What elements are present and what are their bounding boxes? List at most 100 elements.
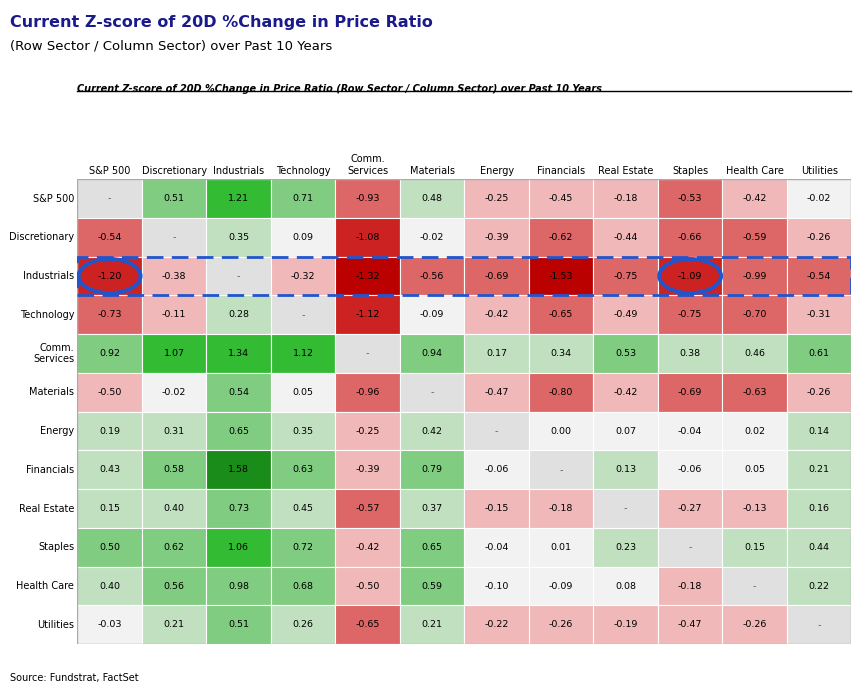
Text: -0.54: -0.54: [97, 233, 122, 242]
Text: -0.66: -0.66: [678, 233, 703, 242]
Text: -1.09: -1.09: [678, 271, 703, 280]
Bar: [529, 296, 593, 334]
Bar: [722, 489, 787, 528]
Text: -0.63: -0.63: [742, 388, 767, 397]
Text: 0.05: 0.05: [292, 388, 314, 397]
Bar: [593, 489, 658, 528]
Bar: [658, 489, 722, 528]
Text: Utilities: Utilities: [801, 166, 838, 176]
Text: -0.45: -0.45: [549, 194, 574, 203]
Bar: [271, 296, 335, 334]
Text: -0.15: -0.15: [484, 504, 509, 513]
Bar: [722, 606, 787, 644]
Text: 0.37: 0.37: [421, 504, 443, 513]
Text: 0.05: 0.05: [744, 465, 765, 474]
Text: 0.46: 0.46: [744, 349, 765, 358]
Bar: [77, 218, 142, 257]
Bar: [529, 218, 593, 257]
Bar: [400, 373, 464, 412]
Bar: [658, 179, 722, 218]
Text: 0.14: 0.14: [808, 426, 830, 435]
Text: -0.49: -0.49: [613, 310, 638, 319]
Text: -0.06: -0.06: [484, 465, 509, 474]
Text: -0.42: -0.42: [613, 388, 638, 397]
Bar: [658, 606, 722, 644]
Text: 0.19: 0.19: [99, 426, 120, 435]
Text: 0.50: 0.50: [99, 543, 120, 552]
Bar: [206, 489, 271, 528]
Bar: [77, 566, 142, 606]
Text: 0.26: 0.26: [292, 620, 314, 629]
Text: -0.39: -0.39: [355, 465, 380, 474]
Text: S&P 500: S&P 500: [89, 166, 131, 176]
Text: 0.79: 0.79: [421, 465, 443, 474]
Text: -0.42: -0.42: [355, 543, 380, 552]
Bar: [593, 179, 658, 218]
Bar: [464, 412, 529, 451]
Bar: [206, 566, 271, 606]
Bar: [142, 179, 206, 218]
Text: -0.26: -0.26: [742, 620, 767, 629]
Bar: [593, 606, 658, 644]
Text: -0.18: -0.18: [678, 582, 703, 590]
Bar: [271, 412, 335, 451]
Text: 0.17: 0.17: [486, 349, 507, 358]
Bar: [787, 566, 851, 606]
Bar: [400, 296, 464, 334]
Text: 0.51: 0.51: [163, 194, 185, 203]
Bar: [335, 296, 400, 334]
Bar: [593, 257, 658, 296]
Text: -0.73: -0.73: [97, 310, 122, 319]
Text: 1.21: 1.21: [228, 194, 249, 203]
Text: Real Estate: Real Estate: [598, 166, 654, 176]
Bar: [593, 528, 658, 566]
Bar: [335, 179, 400, 218]
Text: -: -: [108, 194, 112, 203]
Bar: [464, 528, 529, 566]
Bar: [77, 257, 142, 296]
Text: -0.03: -0.03: [97, 620, 122, 629]
Text: -1.20: -1.20: [97, 271, 122, 280]
Text: -0.25: -0.25: [484, 194, 509, 203]
Bar: [787, 373, 851, 412]
Bar: [142, 296, 206, 334]
Bar: [400, 412, 464, 451]
Bar: [593, 451, 658, 489]
Text: 0.65: 0.65: [421, 543, 443, 552]
Bar: [658, 334, 722, 373]
Bar: [787, 606, 851, 644]
Bar: [529, 257, 593, 296]
Text: -0.25: -0.25: [355, 426, 380, 435]
Bar: [77, 528, 142, 566]
Text: -0.02: -0.02: [807, 194, 832, 203]
Bar: [722, 412, 787, 451]
Bar: [206, 218, 271, 257]
Text: -: -: [430, 387, 434, 398]
Text: S&P 500: S&P 500: [33, 194, 74, 203]
Bar: [787, 179, 851, 218]
Text: -0.75: -0.75: [678, 310, 703, 319]
Bar: [271, 566, 335, 606]
Bar: [77, 373, 142, 412]
Bar: [206, 296, 271, 334]
Bar: [464, 606, 529, 644]
Text: -0.59: -0.59: [742, 233, 767, 242]
Text: 0.38: 0.38: [679, 349, 701, 358]
Text: -0.50: -0.50: [355, 582, 380, 590]
Bar: [400, 451, 464, 489]
Text: Technology: Technology: [276, 166, 330, 176]
Bar: [722, 179, 787, 218]
Text: Discretionary: Discretionary: [142, 166, 206, 176]
Bar: [142, 412, 206, 451]
Bar: [464, 257, 529, 296]
Bar: [529, 373, 593, 412]
Bar: [142, 334, 206, 373]
Text: Source: Fundstrat, FactSet: Source: Fundstrat, FactSet: [10, 673, 139, 683]
Bar: [529, 451, 593, 489]
Bar: [206, 451, 271, 489]
Bar: [593, 373, 658, 412]
Bar: [787, 257, 851, 296]
Text: -0.99: -0.99: [742, 271, 767, 280]
Text: 0.15: 0.15: [744, 543, 765, 552]
Bar: [464, 489, 529, 528]
